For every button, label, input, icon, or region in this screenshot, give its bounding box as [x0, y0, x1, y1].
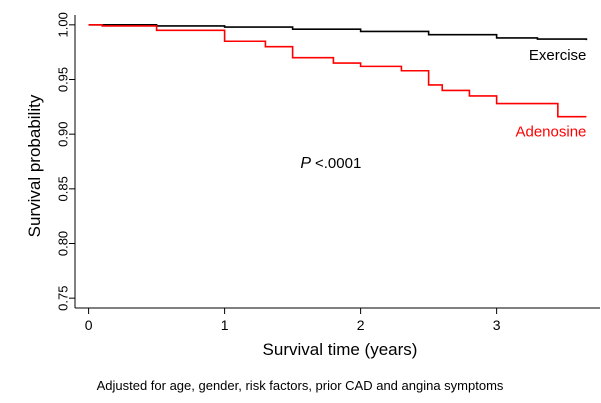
- survival-curve: [88, 24, 587, 118]
- x-tick-label: 3: [493, 317, 501, 333]
- series-label: Adenosine: [515, 124, 586, 141]
- x-tick-label: 0: [85, 317, 93, 333]
- y-tick-label: 0.80: [55, 231, 70, 256]
- footnote: Adjusted for age, gender, risk factors, …: [97, 378, 504, 393]
- y-tick-label: 0.90: [55, 122, 70, 147]
- x-tick-label: 2: [357, 317, 365, 333]
- survival-curve: [88, 24, 588, 41]
- p-value: <.0001: [315, 155, 361, 172]
- y-tick-label: 0.95: [55, 67, 70, 92]
- series-label: Exercise: [529, 47, 587, 64]
- p-label: P: [300, 155, 311, 172]
- y-axis-label: Survival probability: [25, 94, 44, 237]
- x-axis-label: Survival time (years): [263, 340, 418, 359]
- y-tick-label: 0.85: [55, 176, 70, 201]
- y-tick-label: 1.00: [55, 12, 70, 37]
- y-tick-label: 0.75: [55, 286, 70, 311]
- x-tick-label: 1: [221, 317, 229, 333]
